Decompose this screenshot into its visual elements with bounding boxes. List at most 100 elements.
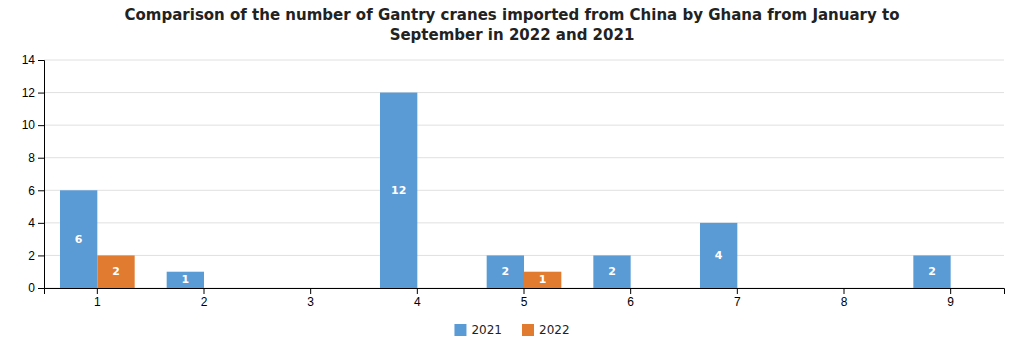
tick-mark [38,223,44,224]
bar [167,272,204,288]
data-label: 2 [502,265,510,278]
bar [700,223,737,288]
tick: 2 [28,249,44,263]
tick-label: 2 [201,295,208,309]
tick-label: 8 [28,151,35,165]
tick: 0 [28,281,44,295]
bar [97,255,134,288]
tick: 12 [22,86,44,100]
tick-label: 4 [28,216,35,230]
tick-mark [737,288,738,294]
grid-line [44,60,1004,61]
tick-label: 12 [22,86,36,100]
tick-mark [524,288,525,294]
tick-mark [310,288,311,294]
tick-label: 5 [521,295,528,309]
tick-label: 7 [734,295,741,309]
grid-line [44,92,1004,93]
bar [60,190,97,288]
bar [631,288,668,289]
plot: 024681012141234567896112224221 [22,53,1005,308]
legend: 2021 2022 [454,323,569,337]
bar [951,288,988,289]
data-label: 2 [928,265,936,278]
grid-line [44,222,1004,223]
tick-mark [950,288,951,294]
legend-swatch [454,324,466,336]
tick: 8 [841,288,848,309]
tick-mark [38,288,44,289]
tick-label: 6 [28,184,35,198]
tick-label: 9 [947,295,954,309]
series [97,255,561,288]
tick: 7 [734,288,741,309]
data-label: 4 [715,249,723,262]
bar [593,255,630,288]
series [60,93,951,288]
tick-mark [97,288,98,294]
tick: 10 [22,118,44,132]
tick-label: 4 [414,295,421,309]
tick-label: 8 [841,295,848,309]
data-label: 6 [75,233,83,246]
tick: 4 [414,288,421,309]
tick-mark [38,60,44,61]
data-labels: 6 1 12 2 2 4 2 2 1 [75,184,936,287]
grid-line [44,157,1004,158]
tick-label: 10 [22,118,36,132]
data-label: 1 [182,273,190,286]
tick-label: 1 [94,295,101,309]
bars [60,93,951,288]
tick: 4 [28,216,44,230]
tick-mark [630,288,631,294]
legend-label: 2022 [539,323,570,337]
tick-mark [38,158,44,159]
legend-label: 2021 [471,323,502,337]
legend-item: 2021 [454,323,502,337]
tick-mark [38,255,44,256]
tick-mark [38,190,44,191]
legend-swatch [522,324,534,336]
tick-mark [204,288,205,294]
title: Comparison of the number of Gantry crane… [125,6,900,44]
tick-mark [38,93,44,94]
bar [417,288,454,289]
bar [737,288,774,289]
bar [311,288,348,289]
grid-line [44,125,1004,126]
bar [380,93,417,288]
tick: 9 [947,288,954,309]
data-label: 2 [608,265,616,278]
y-axis: 0 2 4 6 8 10 12 14 [22,53,45,295]
tick: 8 [28,151,44,165]
tick: 5 [521,288,528,309]
data-label: 12 [391,184,406,197]
bar [913,255,950,288]
x-axis: 1 2 3 4 5 6 7 8 9 [45,288,1005,309]
grid-line [44,190,1004,191]
axis-line [45,289,1005,295]
bar [204,288,241,289]
tick: 1 [94,288,101,309]
axis-line [38,61,45,289]
tick-mark [844,288,845,294]
tick-label: 14 [22,53,36,67]
chart: 024681012141234567896112224221Comparison… [0,0,1024,346]
bar [487,255,524,288]
tick: 6 [28,184,44,198]
tick: 2 [201,288,208,309]
tick: 14 [22,53,44,67]
tick: 3 [307,288,314,309]
bar [524,272,561,288]
legend-item: 2022 [522,323,570,337]
data-label: 1 [539,273,547,286]
bar [807,288,844,289]
tick: 6 [627,288,634,309]
data-label: 2 [112,265,120,278]
tick-mark [417,288,418,294]
bar [844,288,881,289]
tick-label: 2 [28,249,35,263]
tick-mark [38,125,44,126]
tick-label: 6 [627,295,634,309]
bar [273,288,310,289]
